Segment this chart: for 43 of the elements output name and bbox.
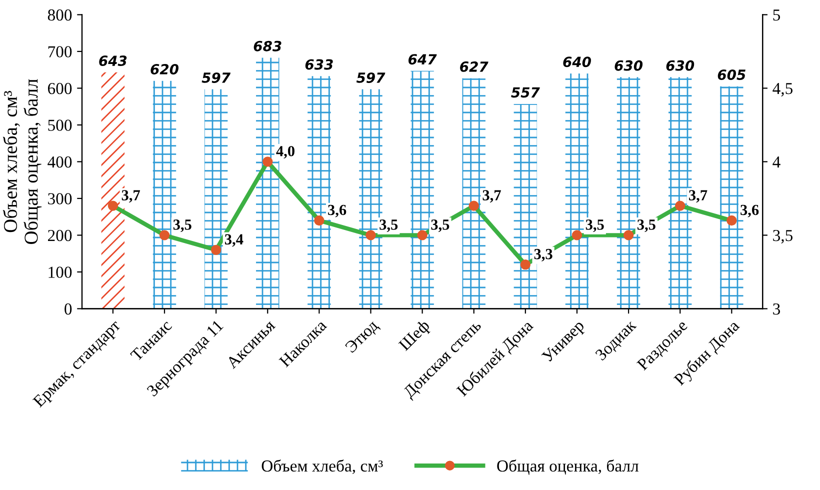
y2-tick-label: 5 bbox=[773, 10, 780, 21]
data-label: 647 bbox=[408, 54, 437, 65]
data-label: 683 bbox=[254, 40, 282, 52]
data-label: 627 bbox=[460, 61, 488, 72]
y2-tick-label: 3,5 bbox=[773, 230, 793, 244]
data-label: 597 bbox=[202, 72, 231, 83]
data-label: 630 bbox=[614, 60, 643, 71]
y2-tick-label: 3 bbox=[773, 303, 780, 315]
data-label: 3,6 bbox=[328, 204, 346, 218]
data-label: 3,7 bbox=[122, 190, 140, 203]
data-label: 3,7 bbox=[482, 190, 501, 203]
data-label: 597 bbox=[356, 72, 386, 83]
y2-tick-label: 4,5 bbox=[772, 83, 793, 97]
y-tick-label: 0 bbox=[64, 303, 72, 315]
y2-tick-label: 4 bbox=[772, 156, 780, 168]
data-label: 630 bbox=[666, 60, 694, 71]
data-label: 3,7 bbox=[689, 190, 708, 203]
data-label: 633 bbox=[305, 59, 333, 70]
y-tick-label: 700 bbox=[48, 46, 72, 58]
y-tick-label: 300 bbox=[48, 193, 72, 204]
legend-label: Объем хлеба, см³ bbox=[262, 460, 383, 474]
data-label: 3,5 bbox=[431, 220, 450, 232]
data-label: 3,6 bbox=[740, 204, 759, 218]
data-label: 3,5 bbox=[586, 220, 604, 232]
data-label: 3,3 bbox=[534, 248, 552, 262]
y-tick-label: 800 bbox=[48, 9, 72, 21]
y-tick-label: 200 bbox=[48, 230, 72, 242]
data-label: 640 bbox=[563, 56, 591, 68]
data-label: 3,5 bbox=[173, 220, 192, 232]
y-tick-label: 500 bbox=[48, 120, 72, 131]
data-label: 605 bbox=[718, 69, 746, 80]
y-tick-label: 100 bbox=[48, 266, 72, 278]
legend-label: Общая оценка, балл bbox=[497, 460, 638, 475]
data-label: 557 bbox=[511, 87, 540, 98]
data-label: 3,5 bbox=[380, 220, 398, 232]
data-label: 643 bbox=[99, 56, 127, 66]
y-tick-label: 600 bbox=[48, 82, 72, 94]
y-axis-title: Объем хлеба, см³ Общая оценка, балл bbox=[2, 79, 42, 244]
data-label: 3,4 bbox=[224, 234, 244, 247]
y-tick-label: 400 bbox=[48, 156, 72, 168]
data-label: 620 bbox=[150, 64, 178, 74]
data-label: 4,0 bbox=[276, 146, 294, 159]
data-label: 3,5 bbox=[637, 220, 656, 232]
